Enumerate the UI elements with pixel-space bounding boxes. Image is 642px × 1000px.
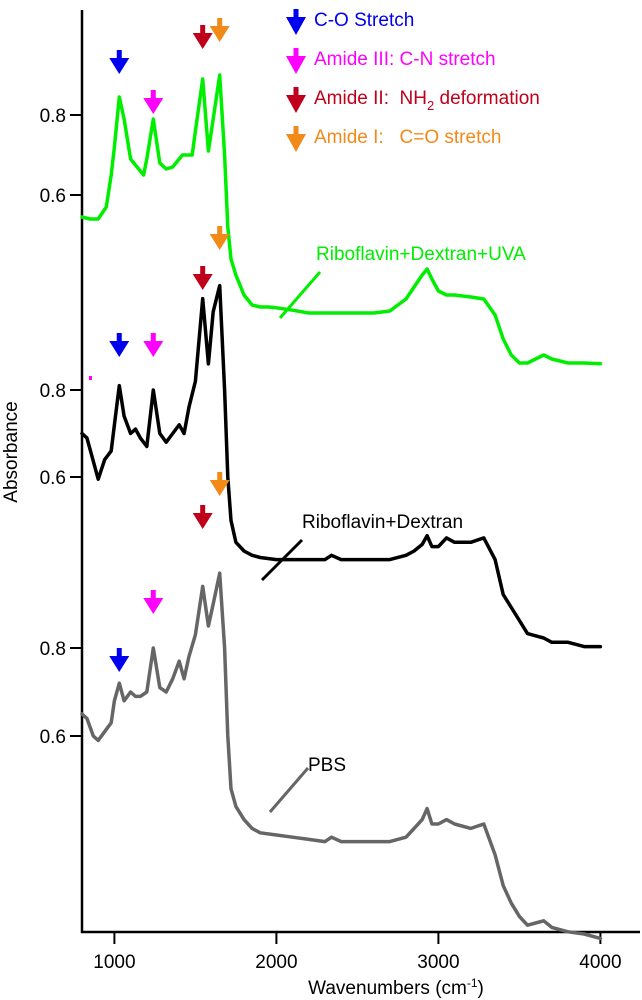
legend-item: Amide I: C=O stretch — [286, 126, 501, 152]
series-layer — [80, 73, 603, 941]
down-arrow-icon — [286, 126, 306, 152]
legend-item: Amide II: NH2 deformation — [286, 87, 540, 113]
down-arrow-icon — [109, 50, 130, 74]
legend-item: C-O Stretch — [286, 9, 414, 35]
down-arrow-icon — [192, 505, 213, 529]
series-label: Riboflavin+Dextran+UVA — [316, 244, 526, 265]
series-line-1 — [80, 73, 603, 366]
series-label: PBS — [308, 755, 346, 776]
x-tick-label: 2000 — [255, 952, 297, 973]
x-tick-label: 1000 — [93, 952, 135, 973]
legend: C-O Stretch Amide III: C-N stretch Amide I… — [286, 9, 540, 152]
x-axis-title: Wavenumbers (cm-1) — [308, 976, 484, 999]
down-arrow-icon — [143, 333, 164, 357]
down-arrow-icon — [143, 590, 164, 614]
legend-label: Amide II: NH2 deformation — [314, 88, 540, 113]
down-arrow-icon — [143, 90, 164, 114]
series-label-pointer — [260, 538, 304, 582]
x-ticks: 1000 2000 3000 4000 — [93, 932, 622, 973]
stray-mark — [89, 376, 92, 380]
down-arrow-icon — [109, 648, 130, 672]
y-tick-label: 0.6 — [40, 468, 66, 489]
down-arrow-icon — [286, 48, 306, 74]
y-tick-label: 0.8 — [40, 639, 66, 660]
series-label: Riboflavin+Dextran — [302, 512, 463, 533]
y-tick-label: 0.8 — [40, 381, 66, 402]
legend-label: Amide III: C-N stretch — [314, 49, 496, 70]
down-arrow-icon — [209, 472, 230, 496]
y-tick-label: 0.8 — [40, 106, 66, 127]
down-arrow-icon — [286, 87, 306, 113]
down-arrow-icon — [286, 9, 306, 35]
legend-item: Amide III: C-N stretch — [286, 48, 496, 74]
down-arrow-icon — [192, 266, 213, 290]
y-ticks: 0.6 0.8 0.6 0.8 0.6 0.8 — [40, 106, 82, 748]
x-tick-label: 3000 — [417, 952, 459, 973]
down-arrow-icon — [209, 18, 230, 42]
down-arrow-icon — [109, 333, 130, 357]
x-tick-label: 4000 — [579, 952, 621, 973]
down-arrow-icon — [192, 25, 213, 49]
series-label-pointer — [268, 767, 310, 813]
y-tick-label: 0.6 — [40, 727, 66, 748]
legend-label: Amide I: C=O stretch — [314, 127, 501, 148]
y-axis-title: Absorbance — [1, 401, 22, 502]
series-line-2 — [80, 283, 603, 649]
legend-label: C-O Stretch — [314, 10, 414, 31]
series-line-3 — [80, 571, 603, 941]
y-tick-label: 0.6 — [40, 186, 66, 207]
down-arrow-icon — [209, 226, 230, 250]
series-label-pointer — [278, 271, 322, 319]
series-labels: Riboflavin+Dextran+UVA Riboflavin+Dextran… — [260, 244, 526, 813]
peak-arrows — [109, 18, 230, 672]
